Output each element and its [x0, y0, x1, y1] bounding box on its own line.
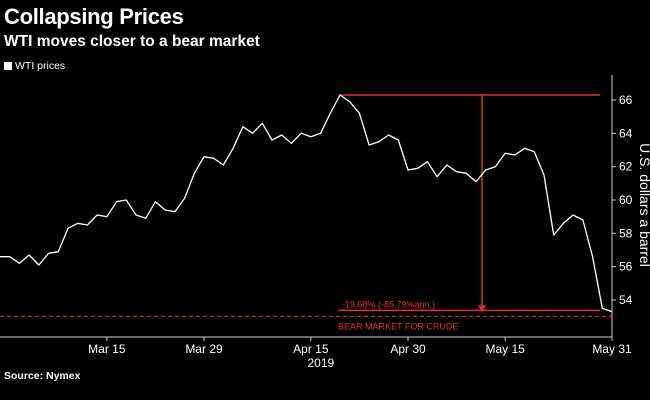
annotations: -19.68% (-85.79%ann.) BEAR MARKET FOR CRU…	[0, 94, 612, 331]
x-tick-label: Mar 15	[88, 342, 126, 356]
x-tick-label: Mar 29	[185, 342, 223, 356]
series-layer	[0, 94, 613, 313]
y-tick-label: 64	[619, 126, 633, 140]
x-tick-label: May 31	[592, 342, 632, 356]
y-tick-label: 60	[619, 193, 633, 207]
y-tick-label: 58	[619, 226, 633, 240]
legend-label: WTI prices	[15, 60, 66, 72]
drop-arrow-head	[478, 305, 486, 313]
bear-market-label: BEAR MARKET FOR CRUDE	[338, 321, 458, 331]
chart-title: Collapsing Prices	[4, 4, 184, 29]
y-axis-title: U.S. dollars a barrel	[637, 143, 650, 267]
y-tick-label: 62	[619, 160, 633, 174]
chart-subtitle: WTI moves closer to a bear market	[4, 33, 260, 50]
source-note: Source: Nymex	[4, 370, 81, 382]
x-year-label: 2019	[308, 356, 335, 370]
y-tick-label: 56	[619, 260, 633, 274]
y-tick-label: 66	[619, 93, 633, 107]
drop-percent-label: -19.68% (-85.79%ann.)	[342, 299, 435, 309]
x-tick-label: Apr 15	[293, 342, 329, 356]
y-tick-label: 54	[619, 293, 633, 307]
x-tick-label: Apr 30	[390, 342, 426, 356]
x-tick-label: May 15	[485, 342, 525, 356]
axes: 54 56 58 60 62 64 66 U.S. dollars a barrel Mar 1…	[0, 75, 650, 370]
series-line-wti-prices	[0, 94, 613, 313]
legend-swatch	[4, 62, 12, 70]
legend: WTI prices	[4, 60, 65, 72]
